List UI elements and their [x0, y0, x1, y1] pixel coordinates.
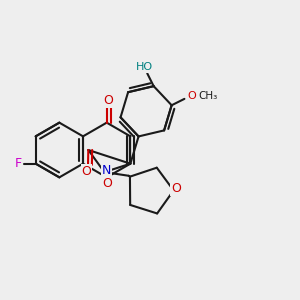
- Text: O: O: [102, 177, 112, 190]
- Text: CH₃: CH₃: [199, 91, 218, 101]
- Text: O: O: [82, 166, 92, 178]
- Text: O: O: [188, 91, 196, 101]
- Text: O: O: [103, 94, 113, 107]
- Text: N: N: [102, 164, 111, 177]
- Text: HO: HO: [136, 62, 153, 72]
- Text: F: F: [15, 157, 22, 170]
- Text: O: O: [171, 182, 181, 196]
